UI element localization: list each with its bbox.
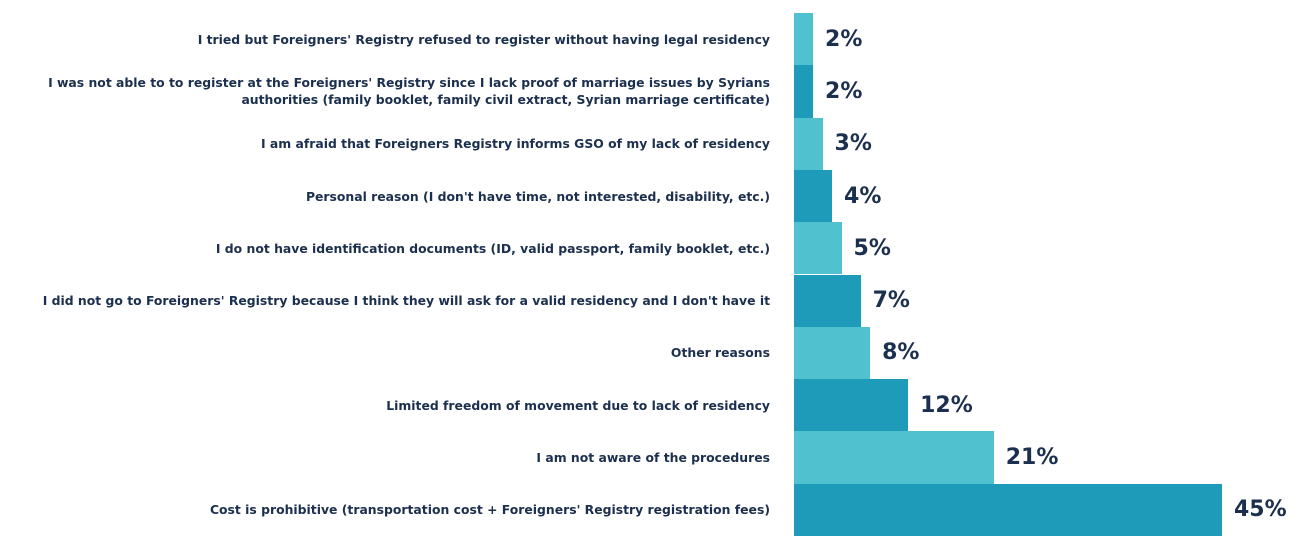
value-label: 5% xyxy=(853,235,891,261)
value-label: 4% xyxy=(844,183,882,209)
bar xyxy=(794,379,909,432)
category-label: I did not go to Foreigners' Registry bec… xyxy=(42,293,770,309)
category-label: Limited freedom of movement due to lack … xyxy=(386,397,770,413)
bar xyxy=(794,483,1222,536)
value-label: 8% xyxy=(882,340,920,366)
value-label: 12% xyxy=(920,392,973,418)
value-label: 7% xyxy=(872,288,910,314)
category-label: I do not have identification documents (… xyxy=(215,240,770,256)
category-label: I am not aware of the procedures xyxy=(536,450,770,466)
category-label: Cost is prohibitive (transportation cost… xyxy=(209,502,770,518)
category-label: I tried but Foreigners' Registry refused… xyxy=(197,31,770,47)
value-label: 2% xyxy=(825,26,863,52)
value-label: 3% xyxy=(834,131,872,157)
bar xyxy=(794,222,842,275)
bar xyxy=(794,65,814,118)
bar xyxy=(794,169,833,223)
category-label: I am afraid that Foreigners Registry inf… xyxy=(260,136,770,152)
bar xyxy=(794,13,814,66)
bar xyxy=(794,117,823,170)
category-label: Other reasons xyxy=(670,345,770,361)
bar xyxy=(794,431,994,484)
value-label: 2% xyxy=(825,78,863,104)
bar xyxy=(794,274,861,327)
value-label: 45% xyxy=(1234,497,1287,523)
category-label: Personal reason (I don't have time, not … xyxy=(305,188,770,204)
value-label: 21% xyxy=(1005,445,1059,471)
bar xyxy=(794,326,871,380)
category-label: I was not able to to register at the For… xyxy=(48,75,770,108)
